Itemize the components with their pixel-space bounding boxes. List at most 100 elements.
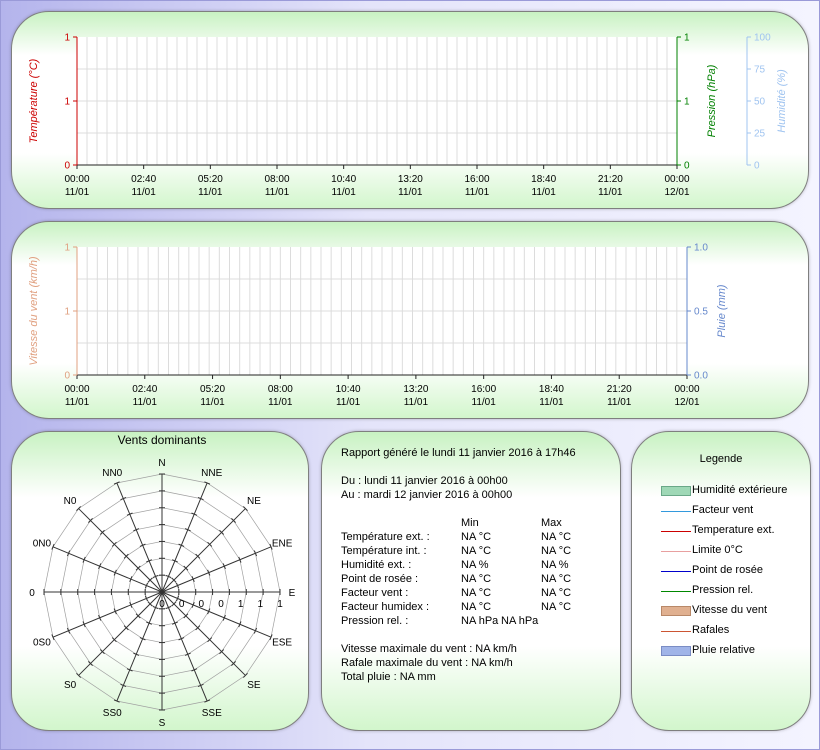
y-tick-label: 0 xyxy=(754,161,760,172)
radar-tick xyxy=(183,565,189,571)
direction-label: S0 xyxy=(64,680,77,691)
x-tick-date-label: 11/01 xyxy=(336,397,361,408)
y-tick-label: 0.5 xyxy=(694,307,708,318)
report-row-max: NA °C xyxy=(541,573,572,585)
report-row-max: NA °C xyxy=(541,601,572,613)
chart-title: Vents dominants xyxy=(118,433,207,447)
direction-label: 0N0 xyxy=(33,538,52,549)
legend-label: Vitesse du vent xyxy=(692,604,768,616)
legend-label: Pression rel. xyxy=(692,584,754,596)
radar-tick xyxy=(231,518,236,523)
radar-tick xyxy=(178,637,185,641)
legend-label: Rafales xyxy=(692,624,730,636)
x-tick-date-label: 12/01 xyxy=(664,187,689,198)
radar-tick xyxy=(51,634,55,641)
x-tick-date-label: 11/01 xyxy=(404,397,429,408)
radar-spoke xyxy=(161,546,272,593)
x-tick-label: 00:00 xyxy=(674,384,699,395)
y-axis-title: Vitesse du vent (km/h) xyxy=(28,256,40,366)
radar-tick xyxy=(135,613,141,619)
radar-tick xyxy=(238,621,242,628)
x-tick-label: 05:20 xyxy=(198,174,223,185)
report-row-min: NA °C xyxy=(461,545,492,557)
report-row-label: Facteur humidex : xyxy=(341,601,430,613)
radar-tick xyxy=(123,553,129,559)
x-tick-label: 00:00 xyxy=(64,174,89,185)
legend-swatch xyxy=(661,571,691,572)
radar-tick xyxy=(184,528,191,532)
x-tick-label: 18:40 xyxy=(539,384,564,395)
report-row-label: Humidité ext. : xyxy=(341,559,412,571)
x-tick-label: 21:20 xyxy=(598,174,623,185)
radar-tick xyxy=(175,595,180,602)
legend-swatch xyxy=(661,511,691,512)
x-tick-label: 21:20 xyxy=(607,384,632,395)
radar-tick xyxy=(171,621,178,625)
radar-tick xyxy=(191,668,198,672)
report-total-rain: Total pluie : NA mm xyxy=(341,671,436,683)
radar-tick xyxy=(129,576,133,583)
radar-tick xyxy=(126,512,133,516)
report-panel xyxy=(321,431,621,731)
x-tick-label: 16:00 xyxy=(471,384,496,395)
radar-tick xyxy=(183,613,189,619)
radar-tick xyxy=(171,559,178,563)
direction-label: N xyxy=(158,458,165,469)
direction-label: ESE xyxy=(272,638,292,649)
radar-tick xyxy=(222,614,226,621)
radar-spoke xyxy=(161,508,246,593)
x-tick-date-label: 11/01 xyxy=(198,187,223,198)
direction-label: SS0 xyxy=(103,708,122,719)
x-tick-label: 10:40 xyxy=(336,384,361,395)
radar-tick xyxy=(113,481,120,485)
y-tick-label: 1 xyxy=(64,307,70,318)
y-tick-label: 100 xyxy=(754,33,771,44)
x-tick-date-label: 12/01 xyxy=(674,397,699,408)
x-tick-date-label: 11/01 xyxy=(607,397,632,408)
wind-rose-panel: Vents dominants N NNE NE ENE E ESE SE SSE S SS0 S0 0… xyxy=(11,431,309,731)
y-tick-label: 75 xyxy=(754,65,766,76)
x-tick-date-label: 11/01 xyxy=(132,187,157,198)
radar-tick xyxy=(82,556,86,563)
legend-label: Humidité extérieure xyxy=(692,484,788,496)
x-tick-label: 13:20 xyxy=(403,384,428,395)
legend-swatch xyxy=(661,606,691,616)
radar-tick xyxy=(144,595,149,602)
report-row-max: NA °C xyxy=(541,587,572,599)
radar-tick xyxy=(113,608,117,615)
radar-tick xyxy=(171,601,177,607)
radar-tick xyxy=(207,637,213,643)
x-tick-date-label: 11/01 xyxy=(465,187,490,198)
radar-tick xyxy=(51,543,55,550)
report-max-wind: Vitesse maximale du vent : NA km/h xyxy=(341,643,517,655)
radar-tick xyxy=(139,637,146,641)
radar-tick xyxy=(82,621,86,628)
radar-tick xyxy=(195,553,201,559)
temperature-pressure-chart: 00:00 11/01 02:40 11/01 05:20 11/01 08:00 11/01… xyxy=(28,33,788,199)
report-row-label: Facteur vent : xyxy=(341,587,409,599)
report-row-min: NA °C xyxy=(461,531,492,543)
x-tick-date-label: 11/01 xyxy=(332,187,357,198)
x-tick-date-label: 11/01 xyxy=(268,397,293,408)
legend-label: Point de rosée xyxy=(692,564,763,576)
direction-label: 0S0 xyxy=(33,638,51,649)
radar-tick xyxy=(66,550,71,557)
x-tick-label: 16:00 xyxy=(464,174,489,185)
radar-tick xyxy=(120,683,127,688)
direction-label: S xyxy=(159,718,166,729)
direction-label: NE xyxy=(247,496,261,507)
x-tick-label: 00:00 xyxy=(664,174,689,185)
radar-tick xyxy=(175,582,180,589)
radar-spoke xyxy=(161,591,208,702)
radar-tick xyxy=(152,605,159,610)
x-tick-label: 10:40 xyxy=(331,174,356,185)
x-tick-date-label: 11/01 xyxy=(265,187,290,198)
radar-tick xyxy=(76,506,82,512)
radar-spoke xyxy=(52,591,163,638)
direction-label: NN0 xyxy=(102,468,122,479)
radar-tick xyxy=(197,496,204,501)
y-tick-label: 1 xyxy=(64,97,70,108)
radar-spoke xyxy=(161,482,208,593)
legend-title: Legende xyxy=(699,453,743,465)
